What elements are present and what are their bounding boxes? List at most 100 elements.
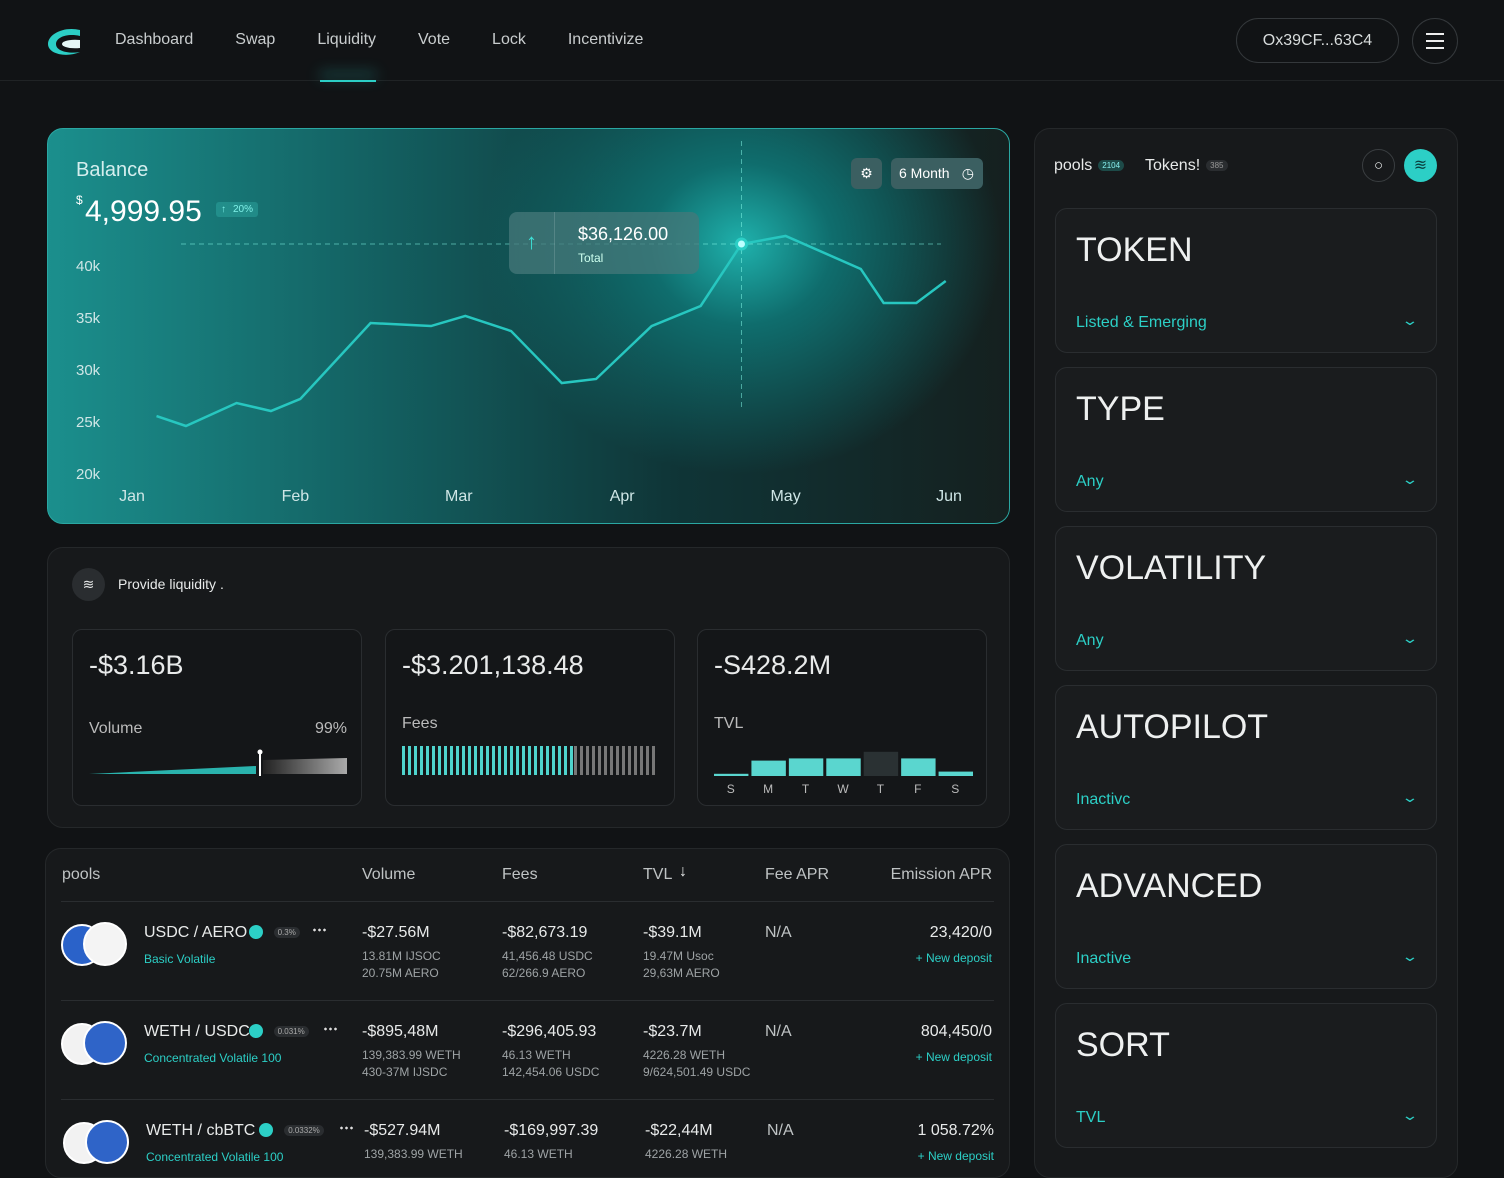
tab[interactable]: pools 2104 [1054, 157, 1125, 175]
balance-chart: 20k 25k 30k 35k 40k Jan Feb Mar Apr May Jun [76, 141, 962, 505]
tvl-detail: 9/624,501.49 USDC [643, 1065, 751, 1079]
nav-link[interactable]: Liquidity [317, 31, 377, 82]
tvl-bar [826, 758, 861, 776]
new-deposit[interactable]: + New deposit [915, 951, 992, 965]
tab[interactable]: Tokens! 385 [1145, 157, 1228, 175]
filter-card[interactable]: ADVANCED Inactive ⌄ [1055, 844, 1437, 989]
fees-detail: 46.13 WETH [502, 1048, 571, 1062]
filter-card[interactable]: TYPE Any ⌄ [1055, 367, 1437, 512]
y-tick-label: 25k [76, 414, 101, 431]
card-percent: 99% [314, 720, 347, 737]
x-tick-label: Jun [936, 488, 962, 505]
y-tick-label: 40k [76, 258, 101, 275]
tooltip: ↑ $36,126.00 Total [509, 212, 699, 274]
change-value: 20% [233, 204, 254, 215]
chevron: ⌄ [1401, 312, 1419, 328]
pool-type: Concentrated Volatile 100 [146, 1150, 284, 1164]
nav-link[interactable]: Vote [418, 31, 451, 48]
pair-name: WETH / USDC [144, 1023, 250, 1040]
tvl-detail: 4226.28 WETH [645, 1147, 728, 1161]
tvl-detail: 4226.28 WETH [643, 1048, 726, 1062]
day-label: T [877, 782, 885, 796]
fees-detail: 46.13 WETH [504, 1147, 573, 1161]
token-icons [61, 922, 131, 968]
day-label: F [914, 782, 921, 796]
more-button[interactable] [338, 1126, 353, 1130]
fees-detail: 41,456.48 USDC [502, 949, 593, 963]
filter-button[interactable]: ⚙ [851, 158, 882, 189]
layers-icon: ≋ [72, 568, 105, 601]
filter-card[interactable]: AUTOPILOT Inactivc ⌄ [1055, 685, 1437, 830]
tvl-card: -S428.2M TVL S M T W T F S [697, 629, 987, 806]
filter-card[interactable]: SORT TVL ⌄ [1055, 1003, 1437, 1148]
x-tick-label: Jan [119, 488, 145, 505]
divider [61, 901, 994, 902]
search-button[interactable]: ○ [1362, 149, 1395, 182]
tooltip-arrow: ↑ [509, 212, 555, 274]
column-header: Fee APR [765, 866, 830, 883]
balance-title: Balance [76, 159, 149, 181]
token-icon [83, 922, 127, 966]
balance-amount: 4,999.95 [85, 195, 202, 228]
fees-detail: 62/266.9 AERO [502, 966, 586, 980]
more-button[interactable] [311, 928, 326, 932]
nav-link[interactable]: Swap [235, 31, 276, 48]
highlight-point [734, 237, 748, 251]
tvl-value: -$22,44M [645, 1122, 713, 1139]
filter-value: TVL [1076, 1109, 1106, 1126]
more-button[interactable] [322, 1027, 337, 1031]
day-label: S [727, 782, 735, 796]
tooltip-value: $36,126.00 [578, 224, 669, 244]
y-tick-label: 35k [76, 310, 101, 327]
fee-apr: N/A [765, 1023, 792, 1040]
emission-apr: 804,450/0 [920, 1023, 992, 1040]
volume-detail: 139,383.99 WETH [364, 1147, 463, 1161]
filter-card[interactable]: TOKEN Listed & Emerging ⌄ [1055, 208, 1437, 353]
filter-card[interactable]: VOLATILITY Any ⌄ [1055, 526, 1437, 671]
day-label: W [837, 782, 849, 796]
filter-title: ADVANCED [1076, 867, 1263, 905]
liquidity-panel: ≋ Provide liquidity . -$3.16B Volume 99%… [47, 547, 1010, 828]
volume-slider [89, 749, 347, 776]
filter-value: Listed & Emerging [1076, 314, 1207, 331]
volume-detail: 139,383.99 WETH [362, 1048, 461, 1062]
column-header: pools [62, 866, 101, 883]
tvl-bar [714, 773, 749, 776]
fees-value: -$169,997.39 [504, 1122, 599, 1139]
menu-button[interactable] [1412, 18, 1458, 64]
wallet-button[interactable]: Ox39CF...63C4 [1236, 18, 1399, 63]
pool-type: Basic Volatile [144, 952, 216, 966]
period-button[interactable]: 6 Month ◷ [891, 158, 983, 189]
fee-badge: 0.031% [273, 1026, 309, 1037]
tooltip-label: Total [578, 251, 604, 265]
day-label: M [763, 782, 773, 796]
token-icon [85, 1120, 129, 1164]
filter-value: Inactivc [1076, 791, 1131, 808]
tab-label: Tokens! [1145, 157, 1201, 174]
volume-card: -$3.16B Volume 99% [72, 629, 362, 806]
filters-sidebar: ○ ≋ pools 2104 Tokens! 385 TOKEN Listed & Eme… [1034, 128, 1458, 1178]
layers-button[interactable]: ≋ [1404, 149, 1437, 182]
emission-apr: 23,420/0 [929, 924, 992, 941]
filter-title: SORT [1076, 1026, 1170, 1064]
logo[interactable] [44, 24, 84, 60]
new-deposit[interactable]: + New deposit [917, 1149, 994, 1163]
chevron: ⌄ [1401, 948, 1419, 964]
x-tick-label: Mar [445, 488, 473, 505]
nav-link[interactable]: Incentivize [567, 31, 644, 48]
tvl-bar [901, 758, 936, 776]
column-header: Volume [362, 866, 416, 883]
verified-badge [259, 1123, 274, 1137]
card-value: -$3.201,138.48 [402, 650, 584, 680]
filter-title: AUTOPILOT [1076, 708, 1269, 746]
nav-link[interactable]: Lock [492, 31, 526, 48]
new-deposit[interactable]: + New deposit [915, 1050, 992, 1064]
x-tick-label: May [770, 488, 800, 505]
fees-bars [402, 746, 658, 775]
filter-title: VOLATILITY [1076, 549, 1267, 587]
fees-detail: 142,454.06 USDC [502, 1065, 600, 1079]
divider [61, 1000, 994, 1001]
pools-table: pools Volume Fees TVL Fee APR Emission APR ↓ US… [45, 848, 1010, 1178]
nav-link[interactable]: Dashboard [115, 31, 194, 48]
line [156, 234, 947, 428]
